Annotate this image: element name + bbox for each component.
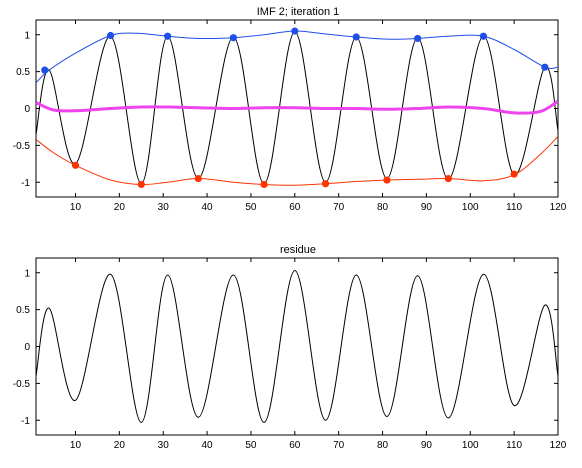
imf-maxima-point xyxy=(163,32,172,40)
imf-series-lower-envelope xyxy=(36,136,558,186)
imf-x-ticks: 10 20 30 40 50 60 70 80 90 100 110 120 xyxy=(70,20,567,213)
residue-plot-marks xyxy=(36,270,558,423)
imf-maxima-point xyxy=(479,32,488,40)
imf-axes: IMF 2; iteration 1 10 20 30 40 50 60 70 80 90 100… xyxy=(13,6,567,213)
residue-plot-frame xyxy=(35,257,559,436)
imf-y-tick-label: 0.5 xyxy=(16,67,30,78)
imf-minima-point xyxy=(71,161,80,169)
residue-x-tick-label: 120 xyxy=(550,440,567,451)
residue-x-tick-label: 90 xyxy=(421,440,433,451)
imf-maxima-point xyxy=(414,34,422,43)
residue-x-tick-label: 10 xyxy=(70,440,82,451)
imf-x-tick-label: 90 xyxy=(421,202,433,213)
imf-maxima-point xyxy=(352,33,360,41)
residue-x-tick-label: 50 xyxy=(245,440,257,451)
imf-maxima-point xyxy=(41,66,49,74)
imf-x-tick-label: 120 xyxy=(550,202,567,213)
imf-plot-marks xyxy=(36,27,558,189)
imf-y-tick-label: 0 xyxy=(24,104,30,115)
residue-x-ticks: 10 20 30 40 50 60 70 80 90 100 110 120 xyxy=(70,258,567,451)
imf-x-tick-label: 50 xyxy=(245,202,257,213)
residue-x-tick-label: 40 xyxy=(202,440,214,451)
residue-y-tick-label: 1 xyxy=(24,268,30,279)
residue-y-tick-label: 0.5 xyxy=(16,305,30,316)
imf-maxima-point xyxy=(229,34,237,42)
imf-y-tick-label: -0.5 xyxy=(13,141,31,152)
imf-x-tick-label: 30 xyxy=(158,202,170,213)
imf-y-tick-label: 1 xyxy=(24,30,30,41)
imf-x-tick-label: 20 xyxy=(114,202,126,213)
imf-minima-point xyxy=(510,170,518,178)
residue-series-residue xyxy=(36,270,558,423)
imf-x-tick-label: 100 xyxy=(462,202,479,213)
imf-series-mean-envelope xyxy=(36,99,558,115)
imf-x-tick-label: 10 xyxy=(70,202,82,213)
imf-x-tick-label: 80 xyxy=(377,202,389,213)
residue-chart-title: residue xyxy=(280,244,316,256)
imf-maxima-point xyxy=(541,63,549,71)
imf-maxima-point xyxy=(106,31,115,40)
residue-y-tick-label: -0.5 xyxy=(13,379,31,390)
imf-minima-point xyxy=(321,180,330,188)
imf-minima-point xyxy=(137,180,145,189)
residue-x-tick-label: 30 xyxy=(158,440,170,451)
imf-x-tick-label: 40 xyxy=(202,202,214,213)
imf-chart-title: IMF 2; iteration 1 xyxy=(257,6,340,18)
residue-x-tick-label: 80 xyxy=(377,440,389,451)
imf-minima-point xyxy=(383,176,391,184)
imf-minima-point xyxy=(444,174,452,183)
residue-x-tick-label: 100 xyxy=(462,440,479,451)
residue-y-ticks: 1 0.5 0 -0.5 -1 xyxy=(13,268,558,427)
residue-x-tick-label: 60 xyxy=(289,440,301,451)
imf-minima-point xyxy=(194,174,202,183)
residue-axes: residue 10 20 30 40 50 60 70 80 90 100 110 120 1 0.5… xyxy=(13,244,567,451)
imf-x-tick-label: 60 xyxy=(289,202,301,213)
imf-x-tick-label: 70 xyxy=(333,202,345,213)
imf-y-tick-label: -1 xyxy=(21,178,30,189)
imf-x-tick-label: 110 xyxy=(506,202,522,213)
imf-y-ticks: 1 0.5 0 -0.5 -1 xyxy=(13,30,558,189)
imf-maxima-point xyxy=(291,27,299,35)
imf-minima-point xyxy=(260,180,268,189)
residue-y-tick-label: 0 xyxy=(24,342,30,353)
residue-x-tick-label: 20 xyxy=(114,440,126,451)
residue-x-tick-label: 110 xyxy=(506,440,522,451)
residue-y-tick-label: -1 xyxy=(21,416,30,427)
residue-x-tick-label: 70 xyxy=(333,440,345,451)
